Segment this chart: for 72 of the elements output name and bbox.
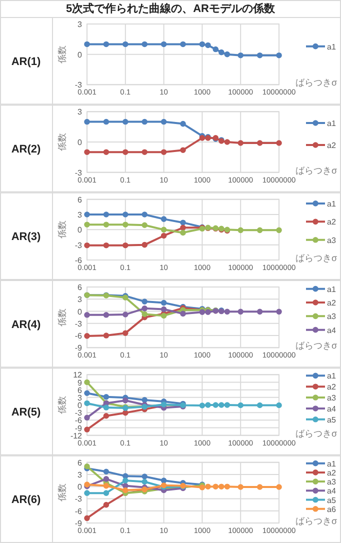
y-tick-label: -6 — [74, 416, 83, 426]
y-tick-label: 3 — [78, 210, 83, 220]
x-axis-title: ばらつきσ — [295, 516, 338, 526]
y-tick-label: -3 — [74, 240, 83, 250]
y-tick-label: 6 — [78, 458, 83, 468]
x-axis-title: ばらつきσ — [295, 253, 338, 263]
legend-label: a2 — [327, 468, 336, 478]
y-tick-label: 3 — [78, 20, 83, 29]
y-tick-label: 3 — [78, 470, 83, 480]
y-tick-label: -9 — [74, 424, 83, 433]
legend-label: a2 — [327, 382, 336, 392]
y-tick-label: 0 — [78, 401, 83, 410]
legend-label: a1 — [327, 284, 336, 294]
y-tick-label: -3 — [74, 80, 83, 90]
legend-label: a1 — [327, 459, 336, 468]
y-tick-label: -6 — [74, 256, 83, 265]
legend-label: a2 — [327, 218, 336, 227]
y-tick-label: 0 — [78, 482, 83, 492]
legend-label: a2 — [327, 298, 336, 308]
x-axis-title: ばらつきσ — [295, 78, 338, 88]
y-axis-title: 係数 — [57, 308, 67, 326]
y-tick-label: -3 — [74, 408, 83, 418]
text: AR(1) — [11, 56, 41, 68]
y-tick-label: -6 — [74, 332, 83, 341]
legend-label: a3 — [327, 236, 336, 245]
y-tick-label: -3 — [74, 494, 83, 504]
legend-label: a1 — [327, 42, 336, 52]
y-tick-label: -6 — [74, 506, 83, 516]
legend-label: a3 — [327, 394, 336, 403]
legend-label: a1 — [327, 199, 336, 208]
y-tick-label: 9 — [78, 378, 83, 388]
legend-label: a3 — [327, 478, 336, 487]
x-axis-title: ばらつきσ — [295, 340, 338, 351]
y-tick-label: -3 — [74, 319, 83, 328]
legend-label: a1 — [327, 119, 336, 128]
legend-label: a4 — [327, 486, 336, 496]
y-axis-title: 係数 — [57, 484, 67, 502]
text: AR(3) — [11, 231, 41, 244]
text: AR(4) — [11, 318, 41, 331]
legend-label: a4 — [327, 326, 336, 335]
y-tick-label: 0 — [78, 50, 83, 60]
y-axis-title: 係数 — [57, 396, 67, 414]
text: AR(2) — [11, 144, 41, 156]
y-tick-label: -3 — [74, 168, 83, 178]
legend-label: a6 — [327, 504, 336, 514]
y-tick-label: 6 — [78, 283, 83, 292]
y-tick-label: 0 — [78, 138, 83, 147]
legend-label: a5 — [327, 415, 336, 424]
legend-label: a4 — [327, 404, 336, 414]
text: AR(5) — [11, 406, 41, 418]
y-axis-title: 係数 — [57, 133, 67, 151]
y-tick-label: 12 — [73, 370, 83, 380]
chart-title: 5次式で作られた曲線の、ARモデルの係数 — [66, 2, 276, 15]
x-axis-title: ばらつきσ — [295, 165, 338, 176]
legend-label: a5 — [327, 496, 336, 505]
y-tick-label: 0 — [78, 307, 83, 316]
y-tick-label: 6 — [78, 386, 83, 395]
legend-label: a1 — [327, 372, 336, 381]
x-axis-title: ばらつきσ — [295, 428, 338, 438]
y-tick-label: -9 — [74, 344, 83, 353]
y-tick-label: -12 — [70, 431, 83, 440]
text: AR(6) — [11, 494, 41, 506]
y-tick-label: 3 — [78, 295, 83, 304]
y-tick-label: 3 — [78, 393, 83, 402]
y-tick-label: 0 — [78, 226, 83, 235]
y-axis-title: 係数 — [57, 220, 67, 239]
legend-label: a3 — [327, 312, 336, 322]
y-tick-label: -9 — [74, 519, 83, 528]
y-tick-label: 6 — [78, 195, 83, 204]
y-tick-label: 3 — [78, 108, 83, 117]
y-axis-title: 係数 — [57, 45, 67, 64]
legend-label: a2 — [327, 141, 336, 150]
